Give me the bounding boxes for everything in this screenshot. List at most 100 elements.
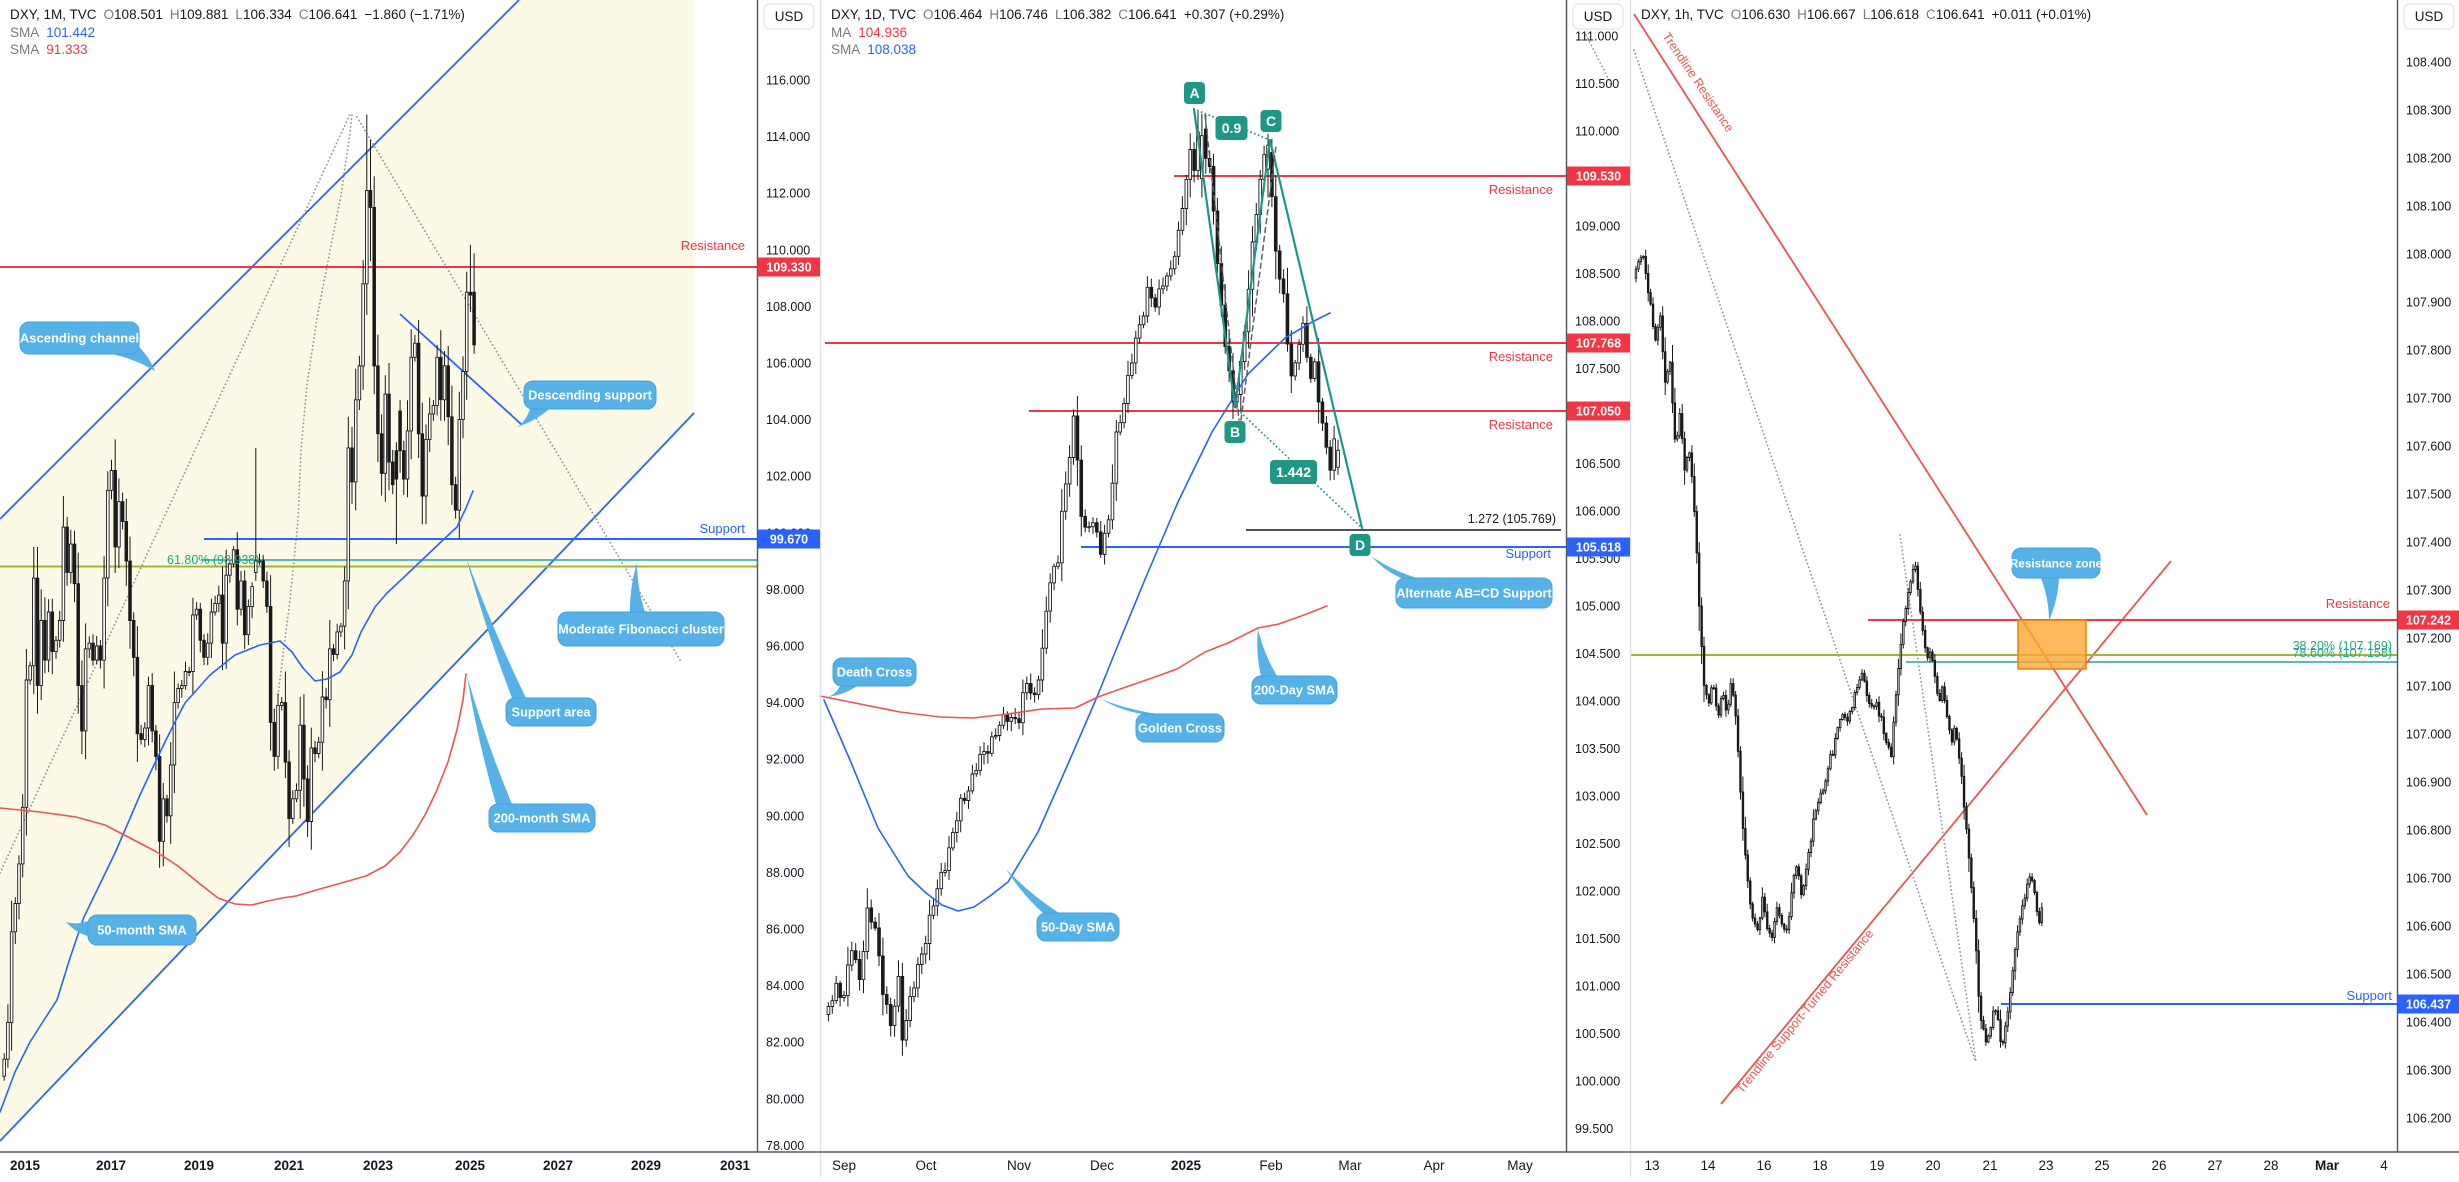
svg-text:1.272 (105.769): 1.272 (105.769) [1468,512,1556,526]
svg-text:2031: 2031 [720,1158,751,1173]
svg-text:106.600: 106.600 [2406,920,2451,934]
svg-text:105.000: 105.000 [1575,600,1620,614]
svg-text:107.800: 107.800 [2406,344,2451,358]
svg-text:4: 4 [2380,1158,2388,1173]
svg-text:108.000: 108.000 [2406,248,2451,262]
svg-text:A: A [1189,85,1199,101]
svg-text:38.20% (107.169): 38.20% (107.169) [2293,639,2392,653]
svg-text:96.000: 96.000 [766,640,804,654]
svg-text:108.000: 108.000 [1575,315,1620,329]
svg-text:98.000: 98.000 [766,583,804,597]
svg-text:Apr: Apr [1423,1158,1445,1173]
svg-text:2025: 2025 [1171,1158,1202,1173]
svg-text:2019: 2019 [184,1158,214,1173]
svg-text:90.000: 90.000 [766,809,804,823]
svg-text:102.500: 102.500 [1575,837,1620,851]
svg-text:106.900: 106.900 [2406,776,2451,790]
svg-text:78.60% (107.158): 78.60% (107.158) [2293,646,2392,660]
svg-text:23: 23 [2038,1158,2053,1173]
svg-text:112.000: 112.000 [766,187,810,201]
svg-text:101.000: 101.000 [1575,980,1620,994]
svg-text:27: 27 [2207,1158,2222,1173]
svg-text:Ascending channel: Ascending channel [20,331,139,346]
svg-text:108.000: 108.000 [766,300,811,314]
svg-text:Resistance: Resistance [1489,182,1553,197]
svg-text:Sep: Sep [832,1158,856,1173]
svg-text:105.618: 105.618 [1576,541,1621,555]
svg-text:99.500: 99.500 [1575,1122,1613,1136]
svg-text:Support: Support [2346,988,2392,1003]
svg-text:107.500: 107.500 [1575,362,1620,376]
svg-text:106.000: 106.000 [1575,505,1620,519]
svg-text:2015: 2015 [10,1158,41,1173]
svg-text:Moderate Fibonacci cluster: Moderate Fibonacci cluster [558,622,724,637]
svg-text:13: 13 [1644,1158,1659,1173]
svg-text:Nov: Nov [1007,1158,1031,1173]
svg-text:106.437: 106.437 [2406,998,2451,1012]
svg-text:Resistance zone: Resistance zone [2010,557,2103,571]
svg-text:107.400: 107.400 [2406,536,2451,550]
svg-text:100.000: 100.000 [1575,1075,1620,1089]
svg-text:19: 19 [1869,1158,1884,1173]
svg-text:2021: 2021 [274,1158,305,1173]
svg-text:0.9: 0.9 [1222,120,1242,136]
svg-text:C: C [1266,113,1276,129]
svg-text:107.050: 107.050 [1576,405,1621,419]
svg-text:107.200: 107.200 [2406,632,2451,646]
svg-text:104.000: 104.000 [766,413,811,427]
svg-text:114.000: 114.000 [766,130,810,144]
svg-text:109.330: 109.330 [766,261,811,275]
svg-text:Oct: Oct [915,1158,936,1173]
svg-text:Dec: Dec [1090,1158,1114,1173]
svg-text:200-Day SMA: 200-Day SMA [1254,683,1335,698]
svg-text:106.400: 106.400 [2406,1016,2451,1030]
svg-text:110.500: 110.500 [1575,77,1619,91]
svg-text:18: 18 [1812,1158,1827,1173]
svg-text:2023: 2023 [363,1158,394,1173]
svg-text:82.000: 82.000 [766,1036,804,1050]
svg-text:107.900: 107.900 [2406,296,2451,310]
svg-text:21: 21 [1982,1158,1997,1173]
svg-text:May: May [1507,1158,1533,1173]
svg-text:86.000: 86.000 [766,923,804,937]
svg-text:108.100: 108.100 [2406,200,2451,214]
svg-text:Mar: Mar [1338,1158,1362,1173]
svg-text:92.000: 92.000 [766,753,804,767]
svg-text:50-month SMA: 50-month SMA [97,923,187,938]
svg-text:Golden Cross: Golden Cross [1138,721,1222,736]
svg-text:102.000: 102.000 [1575,885,1620,899]
svg-text:103.000: 103.000 [1575,790,1620,804]
svg-text:Resistance: Resistance [681,238,745,253]
svg-text:108.500: 108.500 [1575,267,1620,281]
svg-text:28: 28 [2263,1158,2278,1173]
svg-text:107.300: 107.300 [2406,584,2451,598]
svg-text:108.300: 108.300 [2406,104,2451,118]
svg-text:Support: Support [1505,546,1551,561]
svg-text:110.000: 110.000 [766,243,810,257]
svg-text:2017: 2017 [96,1158,126,1173]
svg-text:109.530: 109.530 [1576,170,1621,184]
svg-text:Resistance: Resistance [1489,417,1553,432]
svg-text:2029: 2029 [631,1158,661,1173]
svg-text:2027: 2027 [543,1158,573,1173]
svg-text:109.000: 109.000 [1575,220,1620,234]
svg-text:103.500: 103.500 [1575,742,1620,756]
svg-text:102.000: 102.000 [766,470,811,484]
svg-text:108.400: 108.400 [2406,56,2451,70]
svg-text:50-Day SMA: 50-Day SMA [1041,920,1115,935]
svg-text:16: 16 [1756,1158,1771,1173]
svg-text:Support: Support [699,521,745,536]
svg-text:106.500: 106.500 [1575,457,1620,471]
svg-text:USD: USD [1584,9,1613,24]
svg-text:107.600: 107.600 [2406,440,2451,454]
svg-text:107.700: 107.700 [2406,392,2451,406]
svg-text:111.000: 111.000 [1575,30,1618,44]
svg-text:84.000: 84.000 [766,979,804,993]
svg-text:Alternate AB=CD Support: Alternate AB=CD Support [1396,586,1552,601]
svg-text:USD: USD [775,9,804,24]
